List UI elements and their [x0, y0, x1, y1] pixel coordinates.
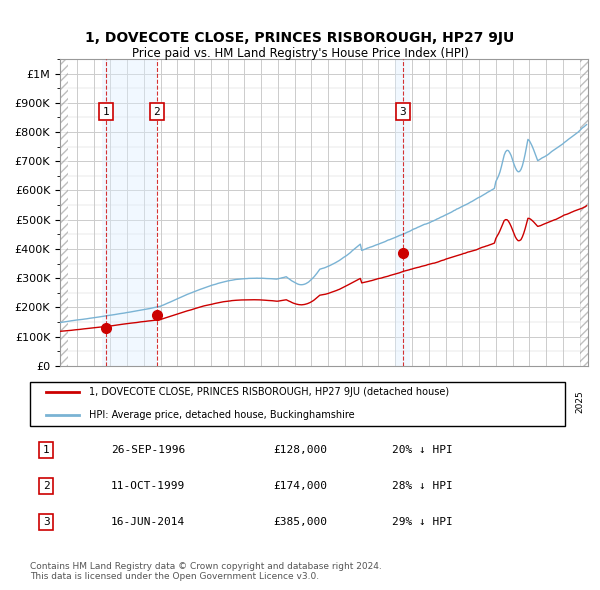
Text: Contains HM Land Registry data © Crown copyright and database right 2024.
This d: Contains HM Land Registry data © Crown c… [30, 562, 382, 581]
Text: 1998: 1998 [122, 391, 131, 414]
Text: 1999: 1999 [139, 391, 148, 414]
Text: 3: 3 [43, 517, 50, 527]
Text: 2004: 2004 [223, 391, 232, 414]
Text: 2007: 2007 [274, 391, 283, 414]
Bar [580, 59, 588, 366]
Text: 2020: 2020 [491, 391, 500, 414]
Text: 2009: 2009 [307, 391, 316, 414]
Text: 2025: 2025 [575, 391, 584, 414]
Text: £128,000: £128,000 [273, 445, 327, 455]
Text: 1995: 1995 [72, 391, 81, 414]
Text: HPI: Average price, detached house, Buckinghamshire: HPI: Average price, detached house, Buck… [89, 409, 355, 419]
Text: 2024: 2024 [559, 391, 568, 413]
Text: 2003: 2003 [206, 391, 215, 414]
Bar [102, 59, 157, 366]
FancyBboxPatch shape [30, 382, 565, 426]
Text: 16-JUN-2014: 16-JUN-2014 [111, 517, 185, 527]
Text: 2010: 2010 [323, 391, 332, 414]
Bar [395, 59, 410, 366]
Text: 2: 2 [43, 481, 50, 491]
Text: 2017: 2017 [441, 391, 450, 414]
Text: 2002: 2002 [190, 391, 199, 414]
Text: 1: 1 [43, 445, 50, 455]
Text: 2005: 2005 [240, 391, 249, 414]
Text: 20% ↓ HPI: 20% ↓ HPI [392, 445, 452, 455]
Text: 1997: 1997 [106, 391, 115, 414]
Text: 2018: 2018 [458, 391, 467, 414]
Text: 2001: 2001 [173, 391, 182, 414]
Text: £385,000: £385,000 [273, 517, 327, 527]
Text: 2006: 2006 [257, 391, 266, 414]
Text: 2008: 2008 [290, 391, 299, 414]
Text: 2022: 2022 [525, 391, 534, 413]
Text: 1: 1 [103, 107, 109, 117]
Text: 29% ↓ HPI: 29% ↓ HPI [392, 517, 452, 527]
Text: 26-SEP-1996: 26-SEP-1996 [111, 445, 185, 455]
Text: 2: 2 [154, 107, 160, 117]
Text: 1, DOVECOTE CLOSE, PRINCES RISBOROUGH, HP27 9JU: 1, DOVECOTE CLOSE, PRINCES RISBOROUGH, H… [85, 31, 515, 45]
Bar [60, 59, 68, 366]
Text: 11-OCT-1999: 11-OCT-1999 [111, 481, 185, 491]
Text: 2014: 2014 [391, 391, 400, 414]
Text: 2021: 2021 [508, 391, 517, 414]
Text: 1, DOVECOTE CLOSE, PRINCES RISBOROUGH, HP27 9JU (detached house): 1, DOVECOTE CLOSE, PRINCES RISBOROUGH, H… [89, 388, 449, 397]
Text: 1996: 1996 [89, 391, 98, 414]
Text: 2000: 2000 [156, 391, 165, 414]
Text: 1994: 1994 [56, 391, 65, 414]
Text: 2013: 2013 [374, 391, 383, 414]
Text: 2016: 2016 [424, 391, 433, 414]
Text: 2012: 2012 [357, 391, 366, 414]
Text: 2015: 2015 [407, 391, 416, 414]
Text: 3: 3 [400, 107, 406, 117]
Text: 2023: 2023 [542, 391, 551, 414]
Text: 28% ↓ HPI: 28% ↓ HPI [392, 481, 452, 491]
Text: 2011: 2011 [340, 391, 349, 414]
Text: £174,000: £174,000 [273, 481, 327, 491]
Text: Price paid vs. HM Land Registry's House Price Index (HPI): Price paid vs. HM Land Registry's House … [131, 47, 469, 60]
Text: 2019: 2019 [475, 391, 484, 414]
